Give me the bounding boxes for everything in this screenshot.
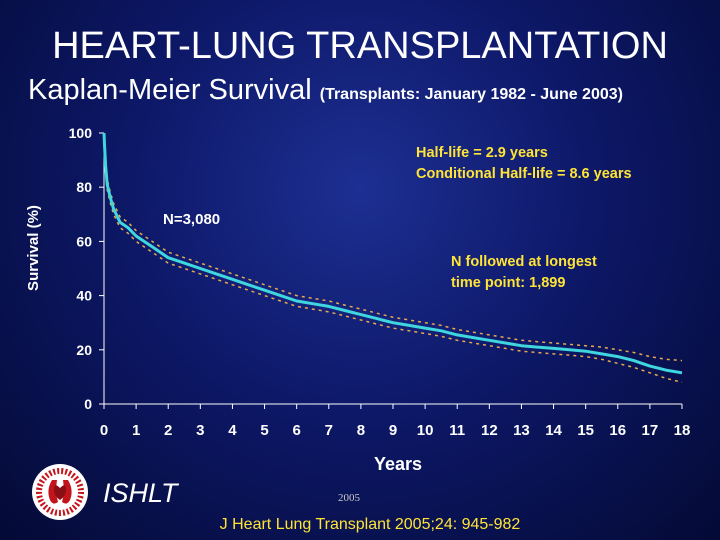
subtitle-main: Kaplan-Meier Survival	[28, 74, 312, 106]
survival-estimate-polyline	[102, 132, 683, 375]
x-tick-label: 12	[481, 422, 498, 439]
n-total-annotation: N=3,080	[163, 211, 220, 228]
x-tick-label: 14	[545, 422, 562, 439]
lower-ci-polyline	[103, 132, 683, 384]
x-tick-label: 15	[577, 422, 594, 439]
year-label: 2005	[338, 492, 360, 504]
x-tick-label: 13	[513, 422, 530, 439]
survival-estimate-line	[102, 132, 683, 375]
chart-annotations: Half-life = 2.9 years Conditional Half-li…	[163, 145, 632, 291]
y-tick-label: 0	[84, 396, 92, 412]
organization-label: ISHLT	[103, 478, 178, 508]
x-tick-label: 17	[642, 422, 659, 439]
x-tick-label: 6	[292, 422, 300, 439]
x-tick-label: 8	[357, 422, 365, 439]
subtitle-detail: (Transplants: January 1982 - June 2003)	[319, 86, 623, 103]
citation: J Heart Lung Transplant 2005;24: 945-982	[219, 516, 521, 533]
x-tick-label: 1	[132, 422, 140, 439]
y-tick-label: 40	[76, 288, 92, 304]
x-tick-label: 9	[389, 422, 397, 439]
n-followed-annotation-line2: time point: 1,899	[451, 275, 565, 291]
n-followed-annotation-line1: N followed at longest	[451, 254, 597, 270]
x-tick-label: 3	[196, 422, 204, 439]
x-tick-label: 10	[417, 422, 434, 439]
y-axis-title: Survival (%)	[25, 205, 42, 291]
x-tick-label: 2	[164, 422, 172, 439]
x-tick-label: 7	[325, 422, 333, 439]
y-tick-label: 100	[69, 125, 93, 141]
x-tick-label: 18	[674, 422, 691, 439]
y-tick-label: 60	[76, 233, 92, 249]
upper-ci-polyline	[103, 132, 683, 362]
x-tick-label: 11	[449, 422, 465, 439]
x-tick-label: 0	[100, 422, 108, 439]
y-tick-label: 20	[76, 342, 92, 358]
ishlt-logo	[32, 464, 88, 520]
slide-subtitle: Kaplan-Meier Survival (Transplants: Janu…	[28, 72, 623, 113]
slide-title: HEART-LUNG TRANSPLANTATION	[52, 25, 668, 67]
x-axis-title: Years	[374, 454, 422, 474]
x-tick-label: 16	[609, 422, 626, 439]
conditional-half-life-annotation: Conditional Half-life = 8.6 years	[416, 166, 632, 182]
half-life-annotation: Half-life = 2.9 years	[416, 145, 548, 161]
x-tick-label: 5	[260, 422, 268, 439]
confidence-interval-lines	[103, 132, 683, 384]
x-tick-label: 4	[228, 422, 237, 439]
y-tick-label: 80	[76, 179, 92, 195]
